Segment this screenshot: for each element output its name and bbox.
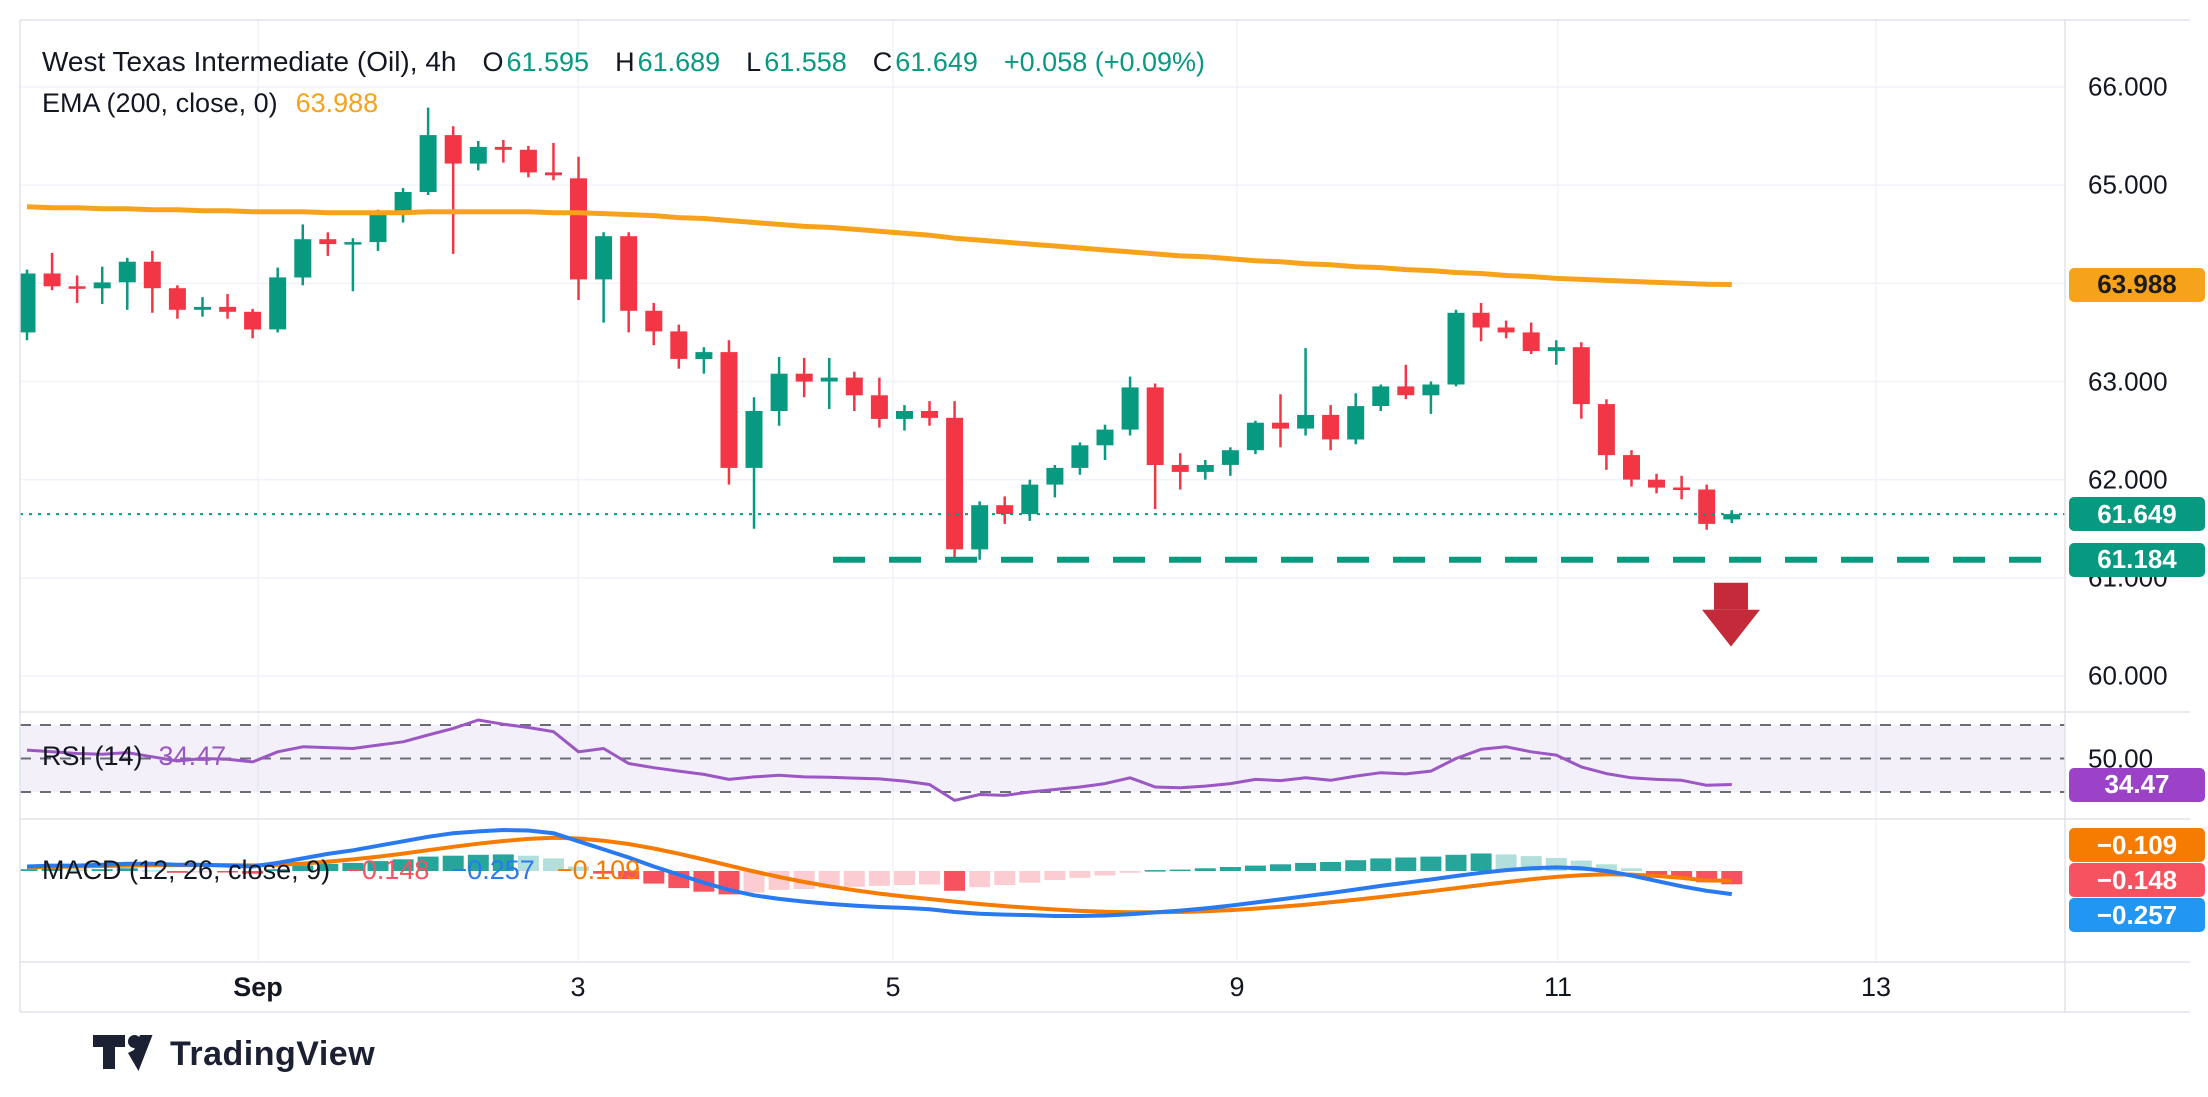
- rsi-value: 34.47: [158, 741, 227, 771]
- macd-histogram: [20, 828, 1743, 918]
- macd-legend-row[interactable]: MACD (12, 26, close, 9) −0.148 −0.257 −0…: [42, 855, 640, 886]
- time-axis-label[interactable]: 13: [1860, 972, 1892, 1002]
- ema-legend-row[interactable]: EMA (200, close, 0) 63.988: [42, 88, 378, 119]
- macd-values: −0.148 −0.257 −0.109: [346, 855, 640, 886]
- tradingview-logo[interactable]: TradingView: [92, 1033, 375, 1075]
- rsi-line: [26, 718, 1732, 802]
- price-axis-tick[interactable]: 65.000: [2088, 169, 2168, 200]
- price-axis-tick[interactable]: 66.000: [2088, 71, 2168, 102]
- macd-label: MACD (12, 26, close, 9): [42, 855, 331, 885]
- support-badge: 61.184: [2069, 542, 2205, 577]
- rsi-label: RSI (14): [42, 741, 143, 771]
- price-change: +0.058 (+0.09%): [1003, 46, 1206, 77]
- time-axis-label[interactable]: 9: [1229, 972, 1245, 1002]
- macd-line-value: −0.257: [451, 855, 535, 885]
- price-badge: 61.649: [2069, 497, 2205, 532]
- rsi-badge: 34.47: [2069, 767, 2205, 802]
- price-axis-tick[interactable]: 60.000: [2088, 660, 2168, 691]
- candles: [20, 107, 2065, 647]
- tradingview-logo-text: TradingView: [170, 1034, 376, 1073]
- ema-label: EMA (200, close, 0): [42, 88, 278, 118]
- symbol-legend-row[interactable]: West Texas Intermediate (Oil), 4h O 61.59…: [42, 46, 1205, 78]
- macd-hist-value: −0.148: [346, 855, 430, 885]
- macd-line: [26, 828, 1733, 918]
- ema-value: 63.988: [295, 88, 379, 118]
- time-axis-label[interactable]: 11: [1543, 972, 1573, 1002]
- ema-badge: 63.988: [2069, 267, 2205, 302]
- macd-signal-value: −0.109: [556, 855, 641, 885]
- macd-hist-badge: −0.148: [2069, 863, 2205, 897]
- down-arrow-annotation[interactable]: [1702, 582, 1760, 647]
- price-axis-tick[interactable]: 62.000: [2088, 464, 2168, 495]
- symbol-title: West Texas Intermediate (Oil), 4h: [42, 46, 457, 77]
- time-axis-label[interactable]: Sep: [233, 972, 283, 1002]
- time-axis-label[interactable]: 3: [570, 972, 586, 1002]
- rsi-band-group: [20, 724, 2065, 793]
- macd-signal-badge: −0.109: [2069, 828, 2205, 862]
- ohlc-open: O 61.595: [482, 46, 590, 77]
- ohlc-low: L 61.558: [746, 46, 847, 77]
- macd-signal-line: [26, 835, 1732, 915]
- ohlc-high: H 61.689: [615, 46, 721, 77]
- ohlc-close: C 61.649: [872, 46, 978, 77]
- price-axis-tick[interactable]: 63.000: [2088, 366, 2168, 396]
- ema-line: [26, 204, 1732, 287]
- tradingview-logo-icon: [93, 1035, 153, 1071]
- rsi-legend-row[interactable]: RSI (14) 34.47: [42, 741, 226, 772]
- macd-line-badge: −0.257: [2069, 898, 2205, 932]
- time-axis-label[interactable]: 5: [885, 972, 901, 1002]
